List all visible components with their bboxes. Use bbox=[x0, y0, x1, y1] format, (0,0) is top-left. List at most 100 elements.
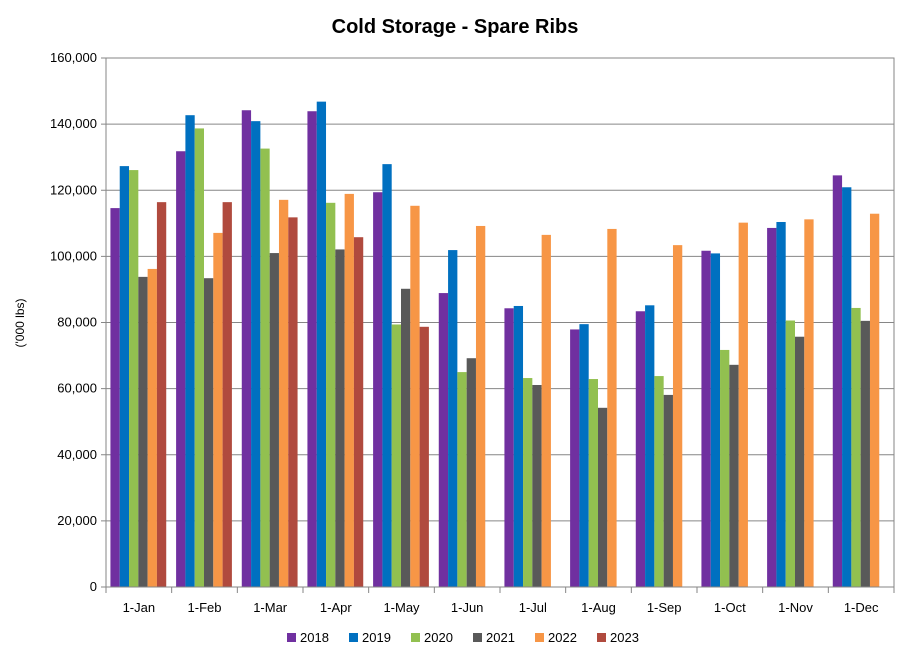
bar-2021-1-Oct bbox=[729, 364, 739, 587]
x-tick-label: 1-Apr bbox=[320, 600, 352, 615]
legend-item-2018: 2018 bbox=[287, 630, 329, 645]
bar-2018-1-Apr bbox=[307, 111, 317, 587]
legend-label: 2020 bbox=[424, 630, 453, 645]
bar-2019-1-Jun bbox=[448, 250, 458, 587]
bar-2020-1-Apr bbox=[326, 202, 336, 587]
bar-2021-1-Jul bbox=[532, 384, 542, 587]
bar-2020-1-Aug bbox=[588, 379, 598, 587]
legend-item-2019: 2019 bbox=[349, 630, 391, 645]
bar-2021-1-Apr bbox=[335, 249, 345, 587]
x-tick-label: 1-Jan bbox=[123, 600, 156, 615]
legend-item-2022: 2022 bbox=[535, 630, 577, 645]
bar-2023-1-Jan bbox=[156, 202, 167, 587]
bar-2021-1-May bbox=[401, 288, 411, 587]
bar-2021-1-Dec bbox=[860, 320, 870, 587]
legend-swatch bbox=[411, 633, 420, 642]
plot-area: 0 20,000 40,000 60,000 80,000 100,000 120,000 1… bbox=[50, 50, 895, 615]
bar-2018-1-Sep bbox=[635, 311, 646, 587]
bar-2022-1-Oct bbox=[738, 222, 748, 587]
bar-2020-1-Feb bbox=[194, 128, 204, 588]
bar-2023-1-Apr bbox=[353, 237, 364, 587]
bar-2021-1-Jan bbox=[138, 276, 148, 587]
bar-2022-1-Sep bbox=[672, 245, 683, 587]
legend-label: 2018 bbox=[300, 630, 329, 645]
bar-2019-1-Jul bbox=[513, 305, 524, 587]
bar-2020-1-Oct bbox=[720, 349, 730, 587]
bar-2022-1-Jul bbox=[541, 234, 551, 587]
bar-2019-1-Aug bbox=[579, 324, 589, 587]
x-tick-label: 1-Nov bbox=[778, 600, 813, 615]
bar-2018-1-Mar bbox=[241, 110, 252, 588]
bar-2021-1-Sep bbox=[663, 394, 673, 587]
bar-2019-1-Sep bbox=[645, 305, 655, 587]
y-tick-label: 160,000 bbox=[50, 50, 97, 65]
y-tick-label: 60,000 bbox=[57, 381, 97, 396]
bar-2023-1-May bbox=[419, 326, 429, 587]
legend-label: 2023 bbox=[610, 630, 639, 645]
legend: 2018 2019 2020 2021 2022 2023 bbox=[287, 630, 639, 645]
bar-2021-1-Jun bbox=[466, 358, 476, 587]
legend-item-2023: 2023 bbox=[597, 630, 639, 645]
bar-2018-1-Oct bbox=[701, 250, 711, 587]
bar-2023-1-Feb bbox=[222, 202, 232, 587]
bar-2019-1-May bbox=[382, 164, 392, 587]
bar-2020-1-Jan bbox=[129, 170, 139, 587]
y-tick-label: 140,000 bbox=[50, 116, 97, 131]
chart-title: Cold Storage - Spare Ribs bbox=[332, 16, 579, 38]
y-tick-label: 120,000 bbox=[50, 182, 97, 197]
bar-2019-1-Mar bbox=[251, 121, 261, 588]
legend-swatch bbox=[535, 633, 544, 642]
y-tick-label: 20,000 bbox=[57, 513, 97, 528]
bar-2020-1-Sep bbox=[654, 376, 664, 587]
x-tick-label: 1-Oct bbox=[714, 600, 746, 615]
x-tick-label: 1-Jul bbox=[519, 600, 547, 615]
bar-2020-1-Mar bbox=[260, 148, 270, 587]
legend-swatch bbox=[287, 633, 296, 642]
x-tick-label: 1-Jun bbox=[451, 600, 484, 615]
bar-2018-1-Dec bbox=[832, 175, 843, 587]
legend-item-2021: 2021 bbox=[473, 630, 515, 645]
y-tick-label: 80,000 bbox=[57, 315, 97, 330]
bar-2023-1-Mar bbox=[288, 217, 298, 588]
bar-2022-1-Dec bbox=[869, 213, 880, 587]
bar-2022-1-May bbox=[410, 205, 420, 588]
x-tick-label: 1-Feb bbox=[188, 600, 222, 615]
y-axis-label: ('000 lbs) bbox=[13, 299, 27, 348]
x-tick-label: 1-May bbox=[383, 600, 420, 615]
legend-swatch bbox=[597, 633, 606, 642]
x-tick-label: 1-Dec bbox=[844, 600, 879, 615]
bar-2019-1-Nov bbox=[776, 221, 786, 588]
bar-2018-1-Jul bbox=[504, 308, 514, 587]
bar-2020-1-Jul bbox=[523, 378, 533, 587]
bar-2019-1-Feb bbox=[185, 115, 195, 587]
bar-2018-1-Aug bbox=[570, 329, 580, 587]
legend-swatch bbox=[349, 633, 358, 642]
y-tick-label: 40,000 bbox=[57, 447, 97, 462]
bar-2019-1-Jan bbox=[119, 166, 130, 588]
legend-label: 2022 bbox=[548, 630, 577, 645]
bar-2018-1-Feb bbox=[176, 151, 186, 588]
bar-2021-1-Mar bbox=[269, 253, 279, 587]
bar-2018-1-May bbox=[373, 192, 383, 588]
legend-swatch bbox=[473, 633, 482, 642]
y-tick-label: 0 bbox=[90, 579, 97, 594]
legend-item-2020: 2020 bbox=[411, 630, 453, 645]
x-tick-label: 1-Sep bbox=[647, 600, 682, 615]
bar-2020-1-Jun bbox=[457, 372, 467, 587]
bar-2021-1-Aug bbox=[598, 407, 608, 587]
bar-2018-1-Jun bbox=[438, 293, 449, 587]
bar-2020-1-Dec bbox=[851, 307, 861, 587]
bar-2019-1-Apr bbox=[316, 101, 327, 587]
bar-2018-1-Jan bbox=[110, 208, 120, 587]
bar-2022-1-Jun bbox=[475, 225, 486, 587]
bar-2022-1-Apr bbox=[344, 193, 354, 587]
y-tick-label: 100,000 bbox=[50, 248, 97, 263]
legend-label: 2019 bbox=[362, 630, 391, 645]
legend-label: 2021 bbox=[486, 630, 515, 645]
bar-2022-1-Jan bbox=[147, 268, 157, 587]
bar-2021-1-Nov bbox=[795, 336, 805, 587]
bar-2019-1-Dec bbox=[842, 187, 852, 587]
x-tick-label: 1-Aug bbox=[581, 600, 616, 615]
bar-2020-1-May bbox=[391, 324, 401, 587]
